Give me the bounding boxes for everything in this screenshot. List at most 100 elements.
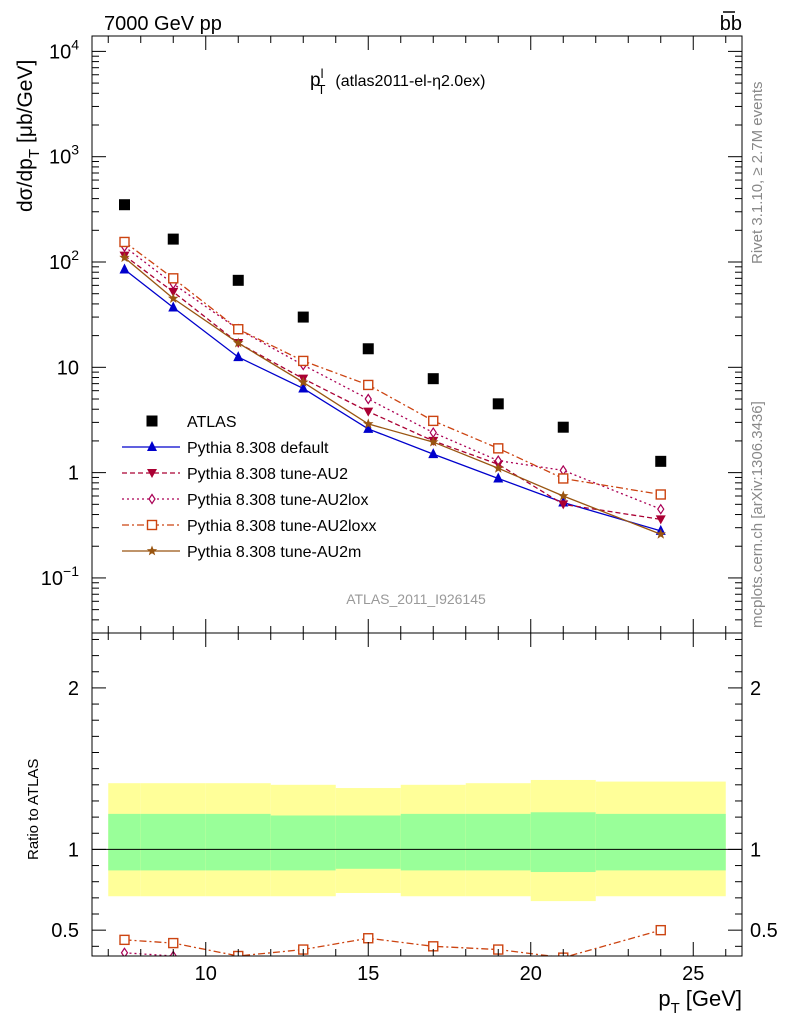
ratio-band-inner: [595, 813, 726, 871]
data-point: [558, 473, 569, 484]
legend-marker: [148, 493, 156, 505]
ratio-band-inner: [530, 812, 596, 873]
data-point: [492, 398, 504, 410]
data-point: [655, 515, 666, 525]
data-point: [298, 376, 309, 387]
data-point: [364, 393, 372, 405]
legend-marker: [147, 441, 157, 451]
data-point: [428, 415, 439, 427]
data-point: [557, 421, 569, 433]
x-tick-label: 15: [357, 963, 379, 985]
data-point: [558, 500, 569, 510]
top-axis-ticks: [92, 36, 742, 634]
energy-label: 7000 GeV pp: [104, 13, 222, 35]
rivet-label: Rivet 3.1.10, ≥ 2.7M events: [749, 82, 766, 265]
ratio-data-point: [119, 934, 130, 946]
mcplots-label: mcplots.cern.ch [arXiv:1306.3436]: [749, 401, 766, 628]
ratio-series-line: [124, 929, 661, 956]
data-point: [558, 490, 569, 501]
data-point: [493, 472, 504, 483]
legend-label: Pythia 8.308 tune-AU2: [187, 466, 348, 483]
data-point: [363, 418, 374, 429]
ratio-y-tick-label-right: 1: [750, 839, 761, 861]
ratio-y-tick-label-left: 1: [68, 839, 79, 861]
data-point: [298, 382, 309, 393]
process-label: bb: [720, 13, 742, 35]
data-point: [119, 199, 130, 211]
data-point: [119, 263, 130, 274]
data-point: [167, 233, 179, 245]
ratio-tick-labels: 0.5 0.5 1 1 2 2 10 15 20 25: [51, 678, 778, 985]
data-point: [655, 455, 667, 467]
ratio-data-point: [658, 958, 664, 967]
series-line: [124, 246, 661, 510]
legend: ATLAS Pythia 8.308 default Pythia 8.308 tu…: [122, 414, 376, 561]
top-series-group: [119, 199, 667, 539]
data-point: [363, 422, 374, 433]
x-tick-label: 10: [195, 963, 217, 985]
top-y-tick-label: 102: [49, 247, 79, 274]
ratio-axis-ticks: [92, 633, 742, 956]
ratio-data-point: [495, 958, 501, 967]
ratio-data-point: [655, 924, 666, 936]
data-point: [429, 427, 437, 439]
top-y-tick-label: 104: [49, 36, 79, 63]
ratio-series-group: [119, 924, 666, 967]
top-y-tick-label: 10: [57, 357, 79, 379]
data-point: [427, 373, 439, 385]
data-point: [428, 448, 439, 459]
top-y-tick-label: 10−1: [41, 563, 79, 590]
ratio-data-point: [560, 958, 566, 967]
data-point: [233, 337, 244, 348]
legend-label: ATLAS: [187, 414, 237, 431]
data-point: [298, 355, 309, 367]
data-point: [233, 324, 244, 335]
data-point: [362, 343, 374, 355]
ratio-data-point: [363, 933, 374, 944]
data-point: [232, 274, 244, 286]
ratio-series-line: [124, 952, 180, 956]
ratio-y-tick-label-left: 2: [68, 678, 79, 700]
legend-label: Pythia 8.308 tune-AU2m: [187, 544, 361, 561]
analysis-label: ATLAS_2011_I926145: [346, 591, 486, 607]
top-y-tick-label: 1: [68, 463, 79, 485]
data-point: [233, 351, 244, 362]
data-point: [655, 528, 666, 539]
top-y-tick-label: 103: [49, 142, 79, 169]
data-point: [363, 407, 374, 417]
top-y-axis-label: dσ/dpT[μb/GeV]: [14, 60, 43, 212]
ratio-band-inner: [140, 813, 206, 871]
ratio-band-inner: [205, 813, 271, 871]
data-point: [657, 503, 665, 515]
ratio-y-tick-label-right: 0.5: [750, 920, 778, 942]
ratio-y-tick-label-left: 0.5: [51, 920, 79, 942]
ratio-data-point: [168, 937, 179, 949]
x-tick-label: 25: [682, 963, 704, 985]
data-point: [493, 462, 504, 473]
ratio-band-inner: [108, 813, 141, 871]
legend-marker: [146, 415, 158, 427]
legend-marker: [146, 545, 158, 556]
data-point: [168, 301, 179, 312]
ratio-bands: [108, 779, 726, 902]
data-point: [428, 436, 439, 447]
data-point: [168, 293, 179, 303]
data-point: [168, 287, 179, 297]
ratio-band-inner: [465, 813, 531, 871]
ratio-band-inner: [335, 815, 401, 869]
ratio-series-clip: [119, 924, 666, 967]
data-point: [119, 252, 130, 263]
chart-title: pl T (atlas2011-el-η2.0ex): [310, 66, 485, 97]
data-point: [297, 311, 309, 323]
data-point: [119, 236, 130, 248]
ratio-plot-frame: [91, 632, 743, 957]
ratio-data-point: [300, 958, 306, 967]
legend-label: Pythia 8.308 default: [187, 440, 329, 457]
ratio-band-inner: [270, 815, 336, 871]
legend-marker: [146, 519, 158, 531]
data-point: [363, 379, 374, 391]
x-axis-label: pT [GeV]: [658, 986, 742, 1017]
ratio-y-axis-label: Ratio to ATLAS: [25, 759, 42, 860]
